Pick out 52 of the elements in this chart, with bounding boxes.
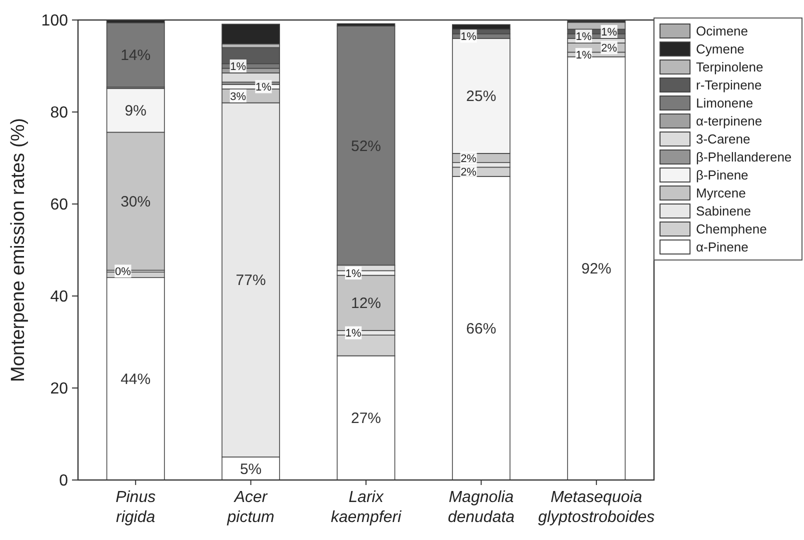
y-tick-label: 20 — [50, 380, 68, 398]
legend-label: Terpinolene — [696, 60, 764, 75]
data-label: 1% — [230, 60, 246, 73]
y-tick-label: 100 — [41, 12, 68, 30]
legend-label: r-Terpinene — [696, 78, 762, 93]
data-label: 25% — [466, 88, 496, 106]
data-label: 2% — [460, 152, 477, 165]
data-label: 27% — [350, 410, 382, 428]
data-label: 0% — [114, 266, 132, 278]
data-label: 92% — [581, 260, 612, 278]
legend-label: Sabinene — [696, 204, 751, 219]
x-tick-label: Magnolia denudata — [448, 489, 515, 526]
data-label: 3% — [230, 90, 246, 103]
y-tick-label: 80 — [50, 104, 68, 122]
data-label: 1% — [256, 82, 272, 94]
data-label: 2% — [460, 166, 477, 179]
legend-label: α-terpinene — [696, 114, 762, 129]
legend-label: Cymene — [696, 42, 744, 57]
data-label: 44% — [120, 371, 151, 388]
y-axis-title: Monterpene emission rates (%) — [8, 118, 29, 382]
legend-label: Ocimene — [696, 24, 748, 39]
data-label: 1% — [601, 26, 618, 38]
data-label: 5% — [240, 460, 262, 478]
data-label: 12% — [350, 295, 382, 312]
x-tick-label: Metasequoia glyptostroboides — [538, 489, 655, 526]
data-label: 1% — [576, 49, 592, 62]
x-tick-label: Pinus rigida — [116, 489, 156, 526]
x-tick-label: Acer pictum — [226, 489, 274, 526]
data-label: 1% — [345, 328, 362, 340]
legend-label: β-Pinene — [696, 168, 748, 183]
bar — [452, 24, 510, 30]
data-label: 30% — [120, 193, 151, 210]
legend-label: 3-Carene — [696, 132, 750, 147]
legend-label: Chemphene — [696, 222, 767, 237]
data-label: 9% — [124, 102, 146, 120]
data-label: 2% — [601, 42, 618, 54]
data-label: 52% — [350, 138, 382, 155]
data-label: 1% — [345, 268, 362, 280]
data-label: 66% — [466, 320, 496, 338]
legend-label: β-Phellanderene — [696, 150, 792, 165]
bar — [222, 24, 280, 44]
y-tick-label: 0 — [59, 472, 68, 490]
legend-label: Limonene — [696, 96, 754, 111]
y-tick-label: 40 — [50, 288, 68, 306]
data-label: 14% — [120, 47, 151, 64]
data-label: 1% — [576, 30, 592, 43]
legend-label: α-Pinene — [696, 240, 748, 255]
x-tick-label: Larix kaempferi — [330, 489, 402, 526]
data-label: 77% — [236, 272, 266, 290]
data-label: 1% — [460, 30, 477, 43]
legend-label: Myrcene — [696, 186, 746, 201]
y-tick-label: 60 — [50, 196, 68, 214]
